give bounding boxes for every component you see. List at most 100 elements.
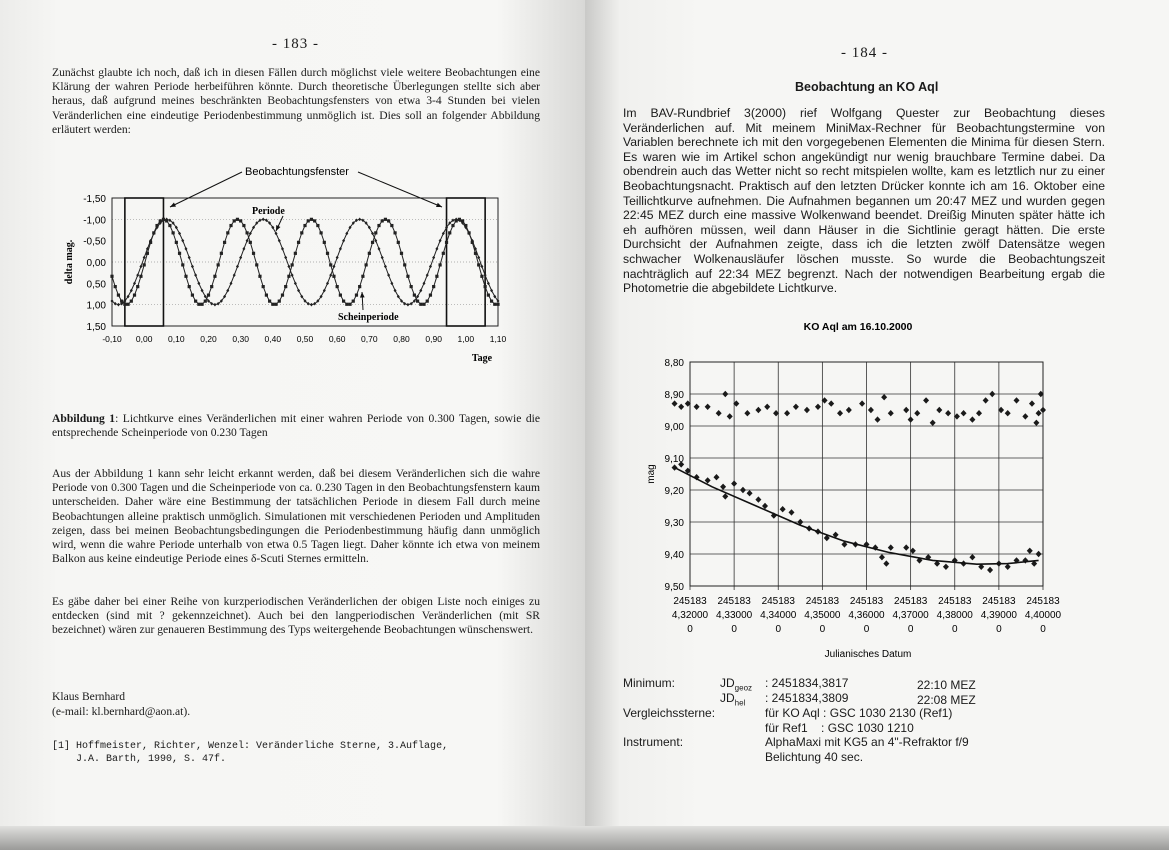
x-tick-label: 0 <box>996 624 1002 635</box>
data-point <box>306 219 310 223</box>
data-point <box>219 299 223 303</box>
data-point <box>425 273 429 277</box>
data-point <box>335 255 339 260</box>
data-point <box>448 221 452 225</box>
data-point <box>213 274 217 278</box>
caption-text: : Lichtkurve eines Veränderlichen mit ei… <box>52 412 540 440</box>
data-point <box>277 299 281 303</box>
data-point <box>345 231 349 236</box>
ko-aql-point <box>872 544 879 551</box>
ko-aql-point <box>969 554 976 561</box>
data-point <box>406 302 410 307</box>
comparison-point <box>814 403 821 410</box>
y-tick-label: -1,50 <box>83 194 106 205</box>
data-point <box>400 299 403 303</box>
data-point <box>252 225 256 230</box>
data-point <box>161 217 166 221</box>
data-point <box>216 263 220 267</box>
data-point <box>332 264 336 269</box>
data-point <box>197 281 201 286</box>
data-point <box>477 263 481 267</box>
data-point <box>422 302 426 306</box>
x-tick-label: 245183 <box>717 596 751 607</box>
x-tick-label: 245183 <box>806 596 840 607</box>
data-point <box>428 264 432 269</box>
data-point <box>393 288 397 293</box>
data-point <box>165 219 169 223</box>
data-point <box>415 299 420 303</box>
x-tick-label: 4,39000 <box>981 610 1018 621</box>
x-tick-label: 0,60 <box>329 334 346 344</box>
data-point <box>496 299 500 303</box>
data-point <box>409 285 413 289</box>
data-point <box>190 264 194 269</box>
data-point <box>319 231 323 235</box>
data-point <box>451 223 455 228</box>
data-point <box>316 223 320 228</box>
x-tick-label: 0 <box>952 624 958 635</box>
y-tick-label: 0,50 <box>87 279 107 290</box>
data-point <box>490 288 494 293</box>
data-point <box>454 219 458 223</box>
data-point <box>445 225 449 230</box>
instrument-label: Instrument: <box>623 735 684 749</box>
jd-label: JD <box>720 676 735 690</box>
data-point <box>303 223 307 228</box>
data-point <box>361 218 365 223</box>
data-point <box>348 225 352 230</box>
data-point <box>248 240 252 244</box>
data-point <box>223 294 227 299</box>
data-point <box>351 299 355 303</box>
trendline <box>674 466 1039 566</box>
data-point <box>213 302 217 307</box>
ko-aql-point <box>978 563 985 570</box>
y-tick-label: -1,00 <box>83 215 106 226</box>
page-number: - 183 - <box>272 36 319 52</box>
data-point <box>406 274 410 278</box>
ko-aql-point <box>722 493 729 500</box>
data-point <box>136 273 140 277</box>
data-point <box>441 231 445 236</box>
data-point <box>438 238 442 243</box>
data-point <box>226 231 230 235</box>
data-point <box>210 301 214 306</box>
data-point <box>168 223 172 228</box>
data-point <box>203 299 207 303</box>
data-point <box>300 294 304 299</box>
ko-aql-point <box>779 506 786 513</box>
data-point <box>319 294 323 299</box>
comparison-point <box>828 400 835 407</box>
data-point <box>329 263 333 267</box>
data-point <box>351 221 355 225</box>
ko-aql-point <box>713 474 720 481</box>
data-point <box>493 302 497 306</box>
ko-aql-point <box>1004 563 1011 570</box>
x-tick-label: 0 <box>775 624 781 635</box>
data-point <box>126 302 130 306</box>
comparison-point <box>929 419 936 426</box>
x-tick-label: 4,34000 <box>760 610 797 621</box>
x-tick-label: 245183 <box>850 596 884 607</box>
data-point <box>274 231 278 236</box>
data-point <box>245 238 249 243</box>
data-point <box>168 218 172 223</box>
data-point <box>313 301 317 306</box>
comparison-point <box>678 403 685 410</box>
comparison-point <box>1037 390 1044 398</box>
ko-aql-lightcurve-chart: KO Aql am 16.10.2000 mag Julianisches Da… <box>646 321 1062 660</box>
comparison-point <box>1040 406 1046 414</box>
data-point <box>187 255 191 260</box>
data-point <box>129 288 133 293</box>
data-point <box>287 274 291 278</box>
ko-aql-point <box>755 496 762 503</box>
data-point <box>197 302 201 306</box>
data-point <box>464 223 468 228</box>
data-point <box>149 240 153 244</box>
data-point <box>264 293 268 297</box>
comparison-point <box>693 403 700 410</box>
data-point <box>126 294 130 299</box>
data-point <box>338 247 342 251</box>
data-point <box>158 219 162 223</box>
comparison-point <box>874 416 881 423</box>
window-annotation: Beobachtungsfenster <box>245 166 349 178</box>
